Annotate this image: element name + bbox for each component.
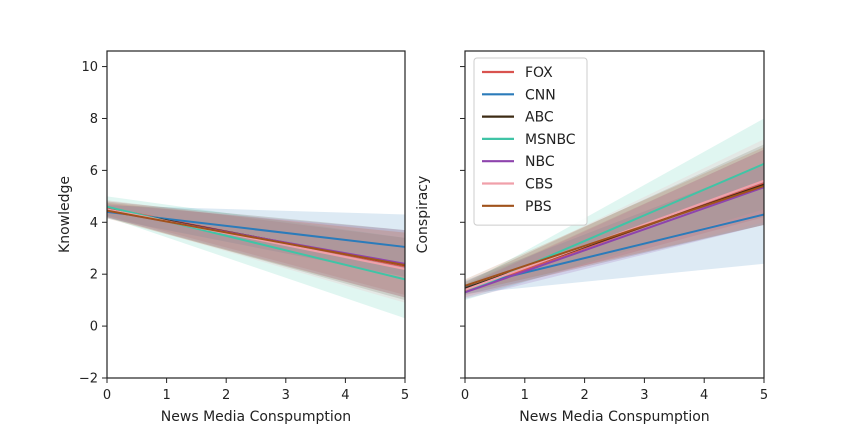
legend-label-abc: ABC (525, 110, 554, 126)
x-tick-label: 3 (282, 388, 290, 403)
y-axis-title: Conspiracy (415, 176, 431, 254)
conspiracy-panel: 0 1 2 3 4 5 News Media Conspumption Conspiracy F… (415, 50, 768, 425)
y-tick-label: 8 (90, 112, 98, 127)
x-tick-label: 1 (162, 388, 170, 403)
y-tick-label: 2 (90, 268, 98, 283)
confidence-band-msnbc (465, 118, 764, 301)
series-line-pbs (464, 185, 765, 287)
legend-label-pbs: PBS (525, 199, 552, 215)
y-tick-label: 4 (90, 216, 98, 231)
x-tick-label: 0 (103, 388, 111, 403)
x-tick-label: 0 (461, 388, 469, 403)
knowledge-panel: 0 1 2 3 4 5 −2 0 2 4 6 8 10 News Media Conspumption Kn… (57, 50, 409, 425)
legend: FOX CNN ABC MSNBC NBC CBS PBS (473, 57, 588, 226)
confidence-band-pbs (465, 147, 764, 293)
confidence-band-cbs (465, 139, 764, 297)
x-tick-label: 2 (222, 388, 230, 403)
y-axis-title: Knowledge (57, 176, 73, 253)
confidence-band-nbc (107, 204, 405, 298)
confidence-band-pbs (107, 202, 405, 298)
legend-label-fox: FOX (525, 65, 553, 81)
x-tick-label: 1 (521, 388, 529, 403)
series-line-pbs (106, 209, 406, 267)
legend-label-cnn: CNN (525, 87, 556, 103)
confidence-band-msnbc (107, 196, 405, 319)
legend-label-msnbc: MSNBC (525, 132, 576, 148)
legend-label-nbc: NBC (525, 154, 555, 170)
x-axis-title: News Media Conspumption (161, 409, 351, 425)
axes-frame (464, 50, 765, 379)
y-tick-label: 10 (81, 60, 98, 75)
x-tick-label: 4 (341, 388, 349, 403)
y-tick-label: −2 (79, 372, 98, 387)
x-axis-title: News Media Conspumption (519, 409, 709, 425)
legend-label-cbs: CBS (525, 177, 553, 193)
axes-frame (106, 50, 406, 379)
confidence-band-cbs (107, 201, 405, 303)
x-tick-label: 2 (580, 388, 588, 403)
series-line-nbc (464, 186, 765, 294)
x-tick-label: 3 (640, 388, 648, 403)
confidence-band-abc (465, 144, 764, 295)
x-tick-label: 5 (401, 388, 409, 403)
x-tick-label: 4 (700, 388, 708, 403)
confidence-band-abc (107, 201, 405, 301)
y-tick-label: 6 (90, 164, 98, 179)
y-tick-label: 0 (90, 320, 98, 335)
x-tick-label: 5 (760, 388, 768, 403)
